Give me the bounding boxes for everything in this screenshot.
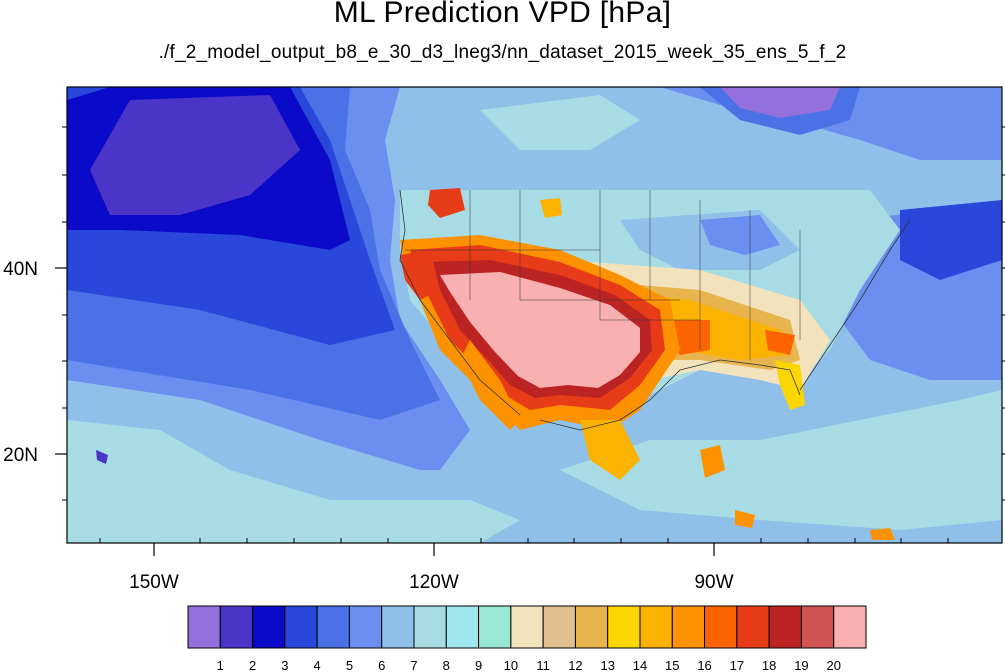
colorbar-swatch bbox=[768, 605, 802, 649]
colorbar-label: 15 bbox=[665, 658, 679, 672]
lon-label-90w: 90W bbox=[694, 572, 733, 593]
mexico-band-15 bbox=[580, 420, 640, 480]
northwest-hotspot-18 bbox=[428, 188, 465, 218]
lon-minor-ticks bbox=[66, 538, 949, 543]
colorbar-swatch bbox=[284, 605, 318, 649]
state-borders bbox=[405, 190, 801, 360]
colorbar-swatch bbox=[187, 605, 221, 649]
colorbar-label: 3 bbox=[281, 658, 288, 672]
colorbar-swatch bbox=[219, 605, 254, 649]
canada-band-8 bbox=[480, 95, 640, 150]
colorbar-label: 4 bbox=[314, 658, 321, 672]
yucatan-band-16 bbox=[700, 445, 725, 478]
colorbar-label: 13 bbox=[600, 658, 614, 672]
hawaii-island bbox=[96, 450, 108, 464]
central-america-band-16 bbox=[735, 510, 755, 528]
canada-band-1 bbox=[720, 87, 840, 118]
southwest-band-20 bbox=[440, 272, 640, 388]
colorbar-label: 11 bbox=[536, 658, 550, 672]
lat-label-20n: 20N bbox=[3, 445, 38, 466]
colorbar-swatch bbox=[445, 605, 480, 649]
lon-label-120w: 120W bbox=[409, 572, 459, 593]
baja-band-16 bbox=[460, 340, 520, 430]
colorbar-label: 5 bbox=[346, 658, 353, 672]
colorbar-swatch bbox=[478, 605, 512, 649]
colorbar-label: 17 bbox=[730, 658, 744, 672]
colorbar-label: 19 bbox=[794, 658, 808, 672]
colorbar-label: 20 bbox=[826, 658, 840, 672]
colorbar-label: 12 bbox=[568, 658, 582, 672]
colorbar-swatch bbox=[542, 605, 576, 649]
colorbar-swatch bbox=[833, 605, 867, 649]
colorbar-label: 7 bbox=[410, 658, 417, 672]
colorbar-label: 10 bbox=[504, 658, 518, 672]
california-band-18 bbox=[400, 250, 440, 300]
coastline bbox=[399, 189, 911, 431]
colorbar-swatch bbox=[252, 605, 286, 649]
colorbar-label: 14 bbox=[633, 658, 647, 672]
colorbar bbox=[187, 605, 867, 649]
vpd-field bbox=[67, 87, 1002, 543]
map-subtitle: ./f_2_model_output_b8_e_30_d3_lneg3/nn_d… bbox=[158, 42, 847, 63]
tropical-band-8 bbox=[67, 420, 520, 543]
colorbar-label: 8 bbox=[443, 658, 450, 672]
colorbar-label: 6 bbox=[378, 658, 385, 672]
map-title: ML Prediction VPD [hPa] bbox=[333, 0, 672, 29]
colorbar-label: 1 bbox=[217, 658, 224, 672]
colorbar-swatch bbox=[381, 605, 415, 649]
pacific-band-2 bbox=[90, 95, 300, 215]
colorbar-labels: 1 2 3 4 5 6 7 8 9 10 11 12 13 14 15 16 17 18 19 20 bbox=[217, 658, 841, 672]
lat-label-40n: 40N bbox=[3, 259, 38, 280]
lon-major-ticks bbox=[153, 543, 715, 556]
colorbar-swatch bbox=[736, 605, 770, 649]
caribbean-band-8 bbox=[560, 390, 1002, 530]
colorbar-label: 2 bbox=[249, 658, 256, 672]
colorbar-swatch bbox=[413, 605, 447, 649]
idaho-hotspot-15 bbox=[540, 198, 562, 218]
colorbar-swatch bbox=[671, 605, 706, 649]
colorbar-label: 9 bbox=[475, 658, 482, 672]
florida-band-14 bbox=[775, 360, 805, 410]
atlantic-band-4 bbox=[900, 190, 1002, 280]
colorbar-swatch bbox=[704, 605, 738, 649]
colorbar-label: 18 bbox=[762, 658, 776, 672]
south-america-coast-16 bbox=[870, 528, 895, 540]
colorbar-swatch bbox=[639, 605, 673, 649]
colorbar-swatch bbox=[316, 605, 350, 649]
colorbar-swatch bbox=[574, 605, 609, 649]
lon-label-150w: 150W bbox=[129, 572, 179, 593]
colorbar-label: 16 bbox=[697, 658, 711, 672]
colorbar-swatch bbox=[800, 605, 835, 649]
southeast-band-17 bbox=[765, 330, 795, 355]
colorbar-swatch bbox=[607, 605, 641, 649]
great-lakes-band-6 bbox=[700, 215, 780, 255]
colorbar-swatch bbox=[510, 605, 544, 649]
colorbar-swatch bbox=[348, 605, 383, 649]
